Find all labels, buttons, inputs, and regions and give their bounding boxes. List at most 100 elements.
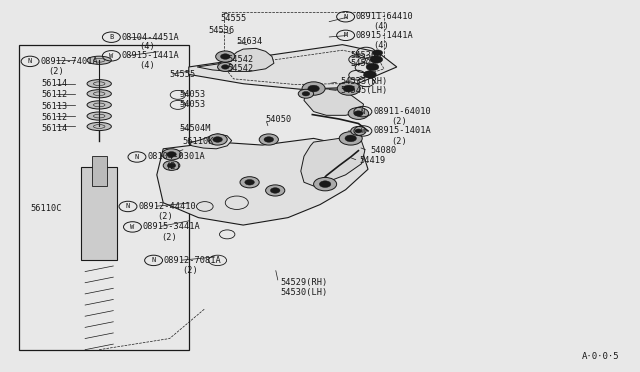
Circle shape — [208, 134, 227, 145]
Circle shape — [162, 149, 181, 160]
Text: 54507: 54507 — [351, 60, 377, 68]
Text: 08911-64010: 08911-64010 — [373, 107, 431, 116]
Ellipse shape — [87, 122, 111, 131]
Text: 56112: 56112 — [42, 90, 68, 99]
Circle shape — [221, 65, 229, 69]
Text: 56114: 56114 — [42, 79, 68, 88]
Circle shape — [302, 92, 310, 96]
Text: N: N — [135, 154, 139, 160]
Polygon shape — [189, 45, 397, 89]
Text: 08912-44410: 08912-44410 — [138, 202, 196, 211]
Circle shape — [298, 89, 314, 98]
Text: N: N — [152, 257, 156, 263]
Text: B: B — [109, 34, 113, 40]
Circle shape — [163, 161, 180, 170]
Text: 56110C: 56110C — [31, 204, 62, 213]
Text: 56112: 56112 — [42, 113, 68, 122]
Circle shape — [372, 50, 383, 56]
Bar — [92, 156, 107, 186]
Text: 54536: 54536 — [208, 26, 234, 35]
Circle shape — [212, 137, 223, 142]
Text: 08912-7401A: 08912-7401A — [40, 57, 98, 66]
Text: (2): (2) — [48, 67, 64, 76]
Circle shape — [240, 177, 259, 188]
Text: N: N — [361, 109, 365, 115]
Text: (4): (4) — [140, 61, 156, 70]
Circle shape — [218, 62, 233, 71]
Circle shape — [220, 54, 230, 59]
Bar — [81, 167, 117, 260]
Ellipse shape — [87, 101, 111, 109]
Text: (4): (4) — [373, 41, 389, 50]
Ellipse shape — [87, 80, 111, 88]
Text: 54080: 54080 — [370, 146, 396, 155]
Circle shape — [308, 85, 319, 92]
Text: 08915-1441A: 08915-1441A — [356, 31, 413, 40]
Circle shape — [343, 85, 355, 92]
Circle shape — [302, 82, 325, 95]
Circle shape — [270, 187, 280, 193]
Text: M: M — [344, 32, 348, 38]
Text: 54530(LH): 54530(LH) — [280, 288, 328, 296]
Text: 54545(LH): 54545(LH) — [340, 86, 388, 95]
Text: (4): (4) — [373, 22, 389, 31]
Text: A·0·0·5: A·0·0·5 — [582, 352, 620, 361]
Text: 54555: 54555 — [170, 70, 196, 79]
Text: 54634: 54634 — [237, 37, 263, 46]
Polygon shape — [301, 138, 365, 186]
Text: 08912-7081A: 08912-7081A — [164, 256, 221, 265]
Ellipse shape — [87, 90, 111, 98]
Circle shape — [370, 56, 383, 63]
Text: 54542: 54542 — [227, 55, 253, 64]
Text: (4): (4) — [140, 42, 156, 51]
Text: W: W — [361, 128, 365, 134]
Circle shape — [244, 179, 255, 185]
Text: W: W — [131, 224, 134, 230]
Circle shape — [264, 137, 274, 142]
Text: N: N — [344, 14, 348, 20]
Text: (2): (2) — [157, 212, 173, 221]
Text: 54504M: 54504M — [179, 124, 211, 133]
Circle shape — [339, 132, 362, 145]
Ellipse shape — [87, 56, 111, 64]
Text: (2): (2) — [392, 117, 408, 126]
Text: (2): (2) — [182, 266, 198, 275]
Circle shape — [354, 111, 363, 116]
Text: 54050: 54050 — [266, 115, 292, 124]
Text: 08915-1441A: 08915-1441A — [122, 51, 179, 60]
Text: 08915-3441A: 08915-3441A — [143, 222, 200, 231]
Text: 08104-0301A: 08104-0301A — [147, 153, 205, 161]
Circle shape — [166, 152, 177, 157]
Text: 54533(RH): 54533(RH) — [340, 77, 388, 86]
Circle shape — [168, 163, 175, 168]
Circle shape — [337, 82, 360, 95]
Text: (2): (2) — [161, 233, 177, 242]
Text: 54053: 54053 — [179, 90, 205, 99]
Circle shape — [355, 129, 362, 133]
Circle shape — [216, 51, 235, 62]
Polygon shape — [189, 134, 232, 149]
Text: 54542: 54542 — [227, 64, 253, 73]
Circle shape — [364, 71, 376, 78]
Circle shape — [345, 135, 356, 142]
Text: 56110K: 56110K — [182, 137, 214, 146]
Text: (2): (2) — [165, 162, 181, 171]
Text: 08104-4451A: 08104-4451A — [122, 33, 179, 42]
Text: 54053: 54053 — [179, 100, 205, 109]
Circle shape — [319, 181, 331, 187]
Circle shape — [351, 126, 366, 135]
Text: 56113: 56113 — [42, 102, 68, 110]
Polygon shape — [197, 48, 274, 71]
Text: 54419: 54419 — [360, 156, 386, 165]
Circle shape — [266, 185, 285, 196]
Circle shape — [366, 63, 379, 71]
Text: N: N — [28, 58, 32, 64]
Circle shape — [259, 134, 278, 145]
Polygon shape — [304, 89, 364, 115]
Circle shape — [314, 177, 337, 191]
Text: W: W — [109, 53, 113, 59]
Text: 54529(RH): 54529(RH) — [280, 278, 328, 287]
Text: 08915-1401A: 08915-1401A — [373, 126, 431, 135]
Circle shape — [348, 108, 369, 119]
Text: 08911-64410: 08911-64410 — [356, 12, 413, 21]
